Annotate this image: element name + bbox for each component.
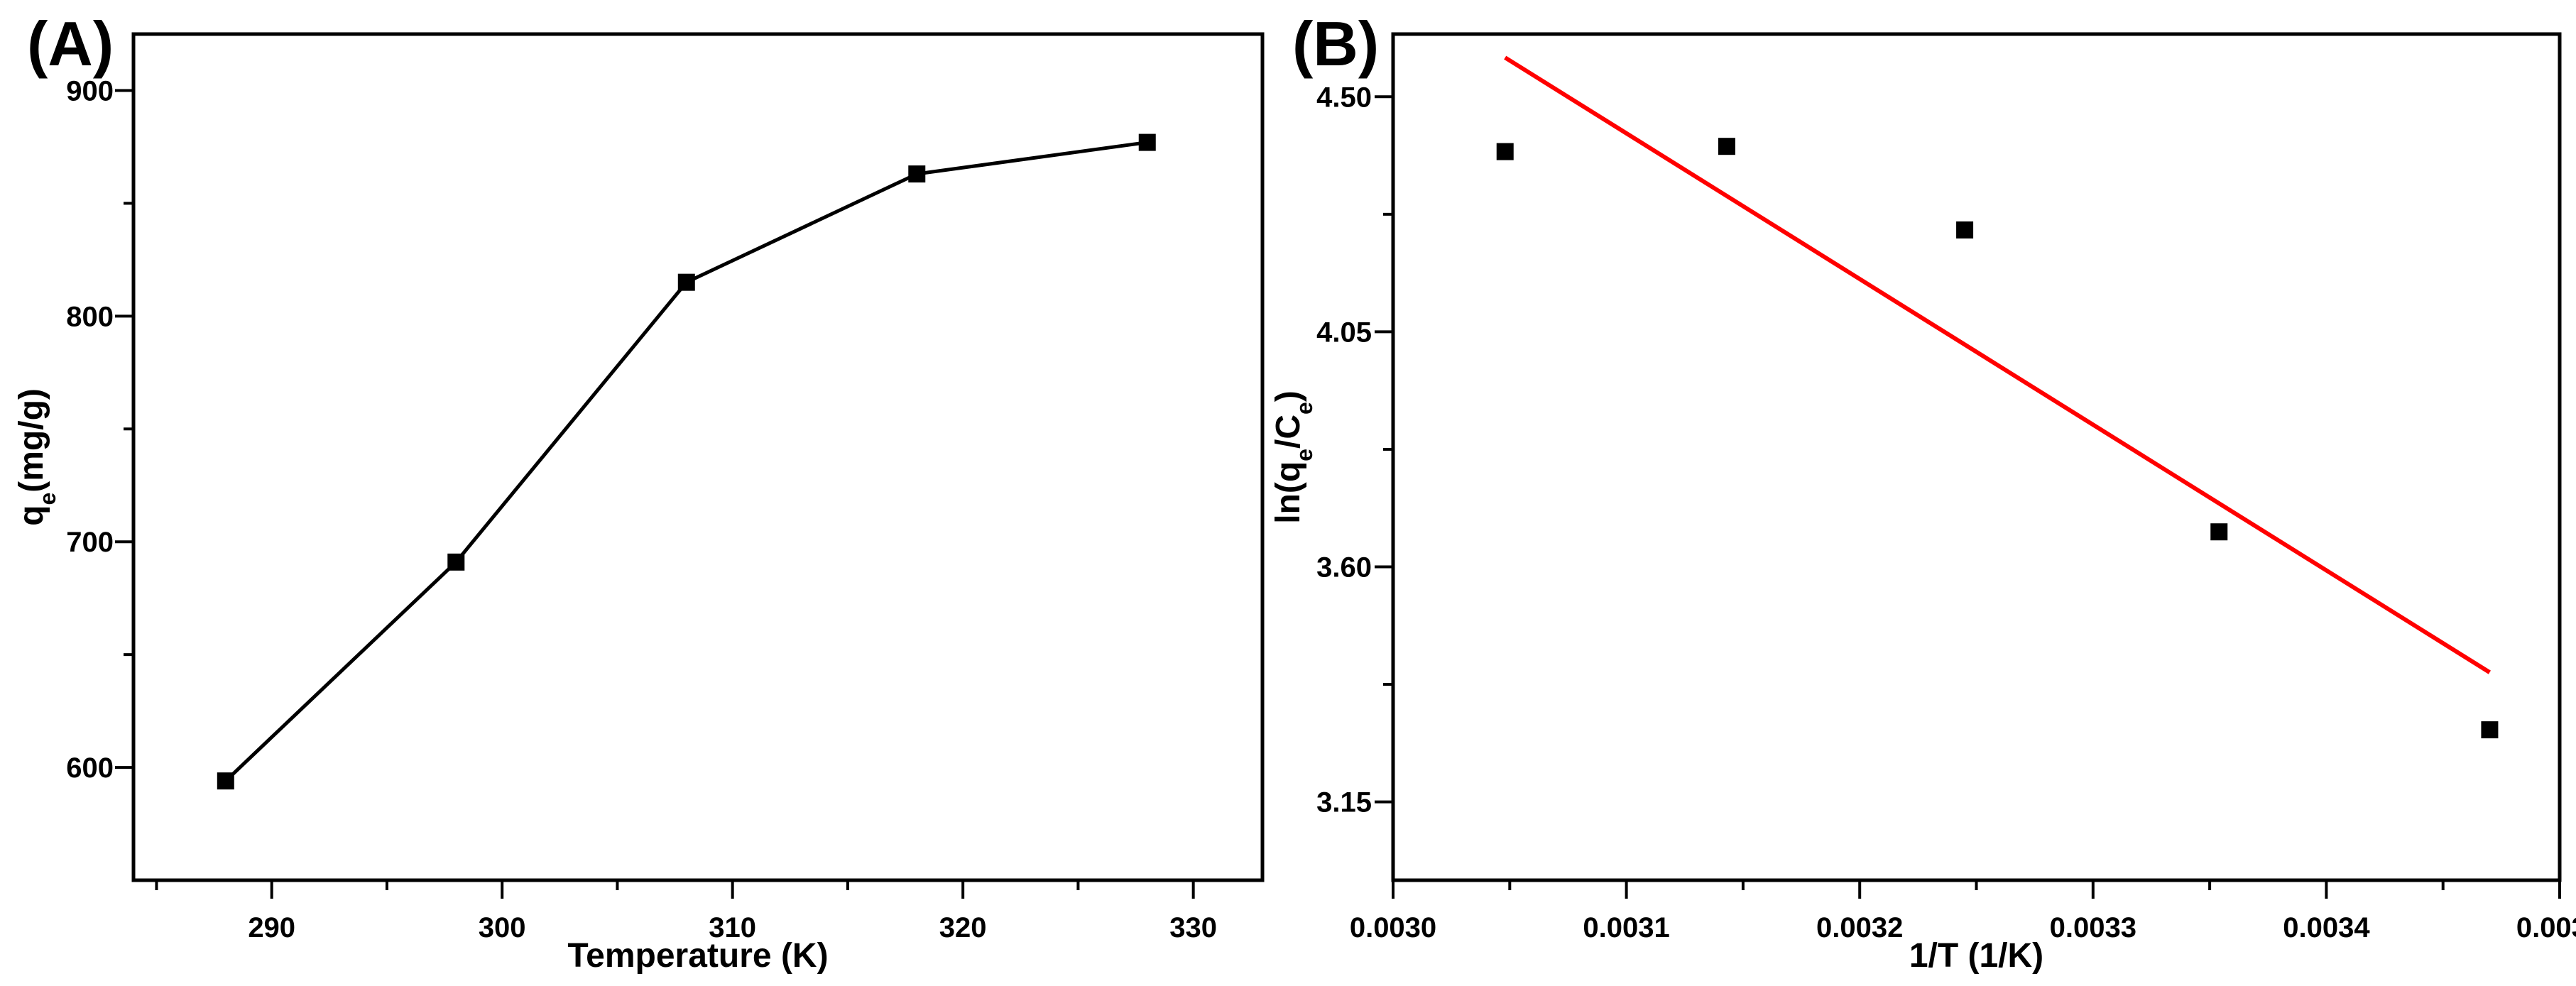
panel-a-data-point <box>1138 133 1156 151</box>
panel-a-data-point <box>908 165 926 183</box>
panel-a-x-tick-label: 310 <box>709 912 756 943</box>
panel-b-data-point <box>1718 138 1735 155</box>
panel-a-y-axis-title: qe(mg/g) <box>13 388 60 526</box>
panel-b-x-axis-title: 1/T (1/K) <box>1909 937 2043 975</box>
panel-a-label: (A) <box>27 9 114 79</box>
panel-b-x-tick-label: 0.0034 <box>2283 912 2370 943</box>
panel-b-fit-line <box>1504 55 2492 674</box>
panel-b-x-tick-label: 0.0033 <box>2050 912 2136 943</box>
panel-b-x-tick-label: 0.0031 <box>1583 912 1669 943</box>
panel-a-data-point <box>447 553 465 571</box>
panel-a-y-tick-label: 600 <box>66 752 114 784</box>
panel-a-x-tick-label: 290 <box>248 912 295 943</box>
panel-a-y-tick-label: 800 <box>66 301 114 332</box>
panel-b-y-tick-label: 4.50 <box>1316 82 1372 113</box>
panel-a-y-tick-label: 700 <box>66 527 114 558</box>
panel-a-data-point <box>677 273 695 291</box>
panel-a-x-tick-label: 330 <box>1169 912 1217 943</box>
panel-b-y-tick-label: 4.05 <box>1316 317 1372 348</box>
chart-panel-a: (A) 290 300 310 320 330 600 700 800 900 Temperatur… <box>13 9 1265 975</box>
panel-b-x-tick-label: 0.0032 <box>1816 912 1903 943</box>
panel-b-label: (B) <box>1292 9 1379 79</box>
panel-b-data-point <box>1956 221 1974 239</box>
chart-panel-b: (B) 0.0030 0.0031 0.0032 0.0033 0.0034 0.0035 3… <box>1270 9 2576 975</box>
panel-b-frame <box>1391 32 2562 882</box>
panel-a-data-point <box>217 772 234 790</box>
panel-a-frame <box>131 32 1265 882</box>
panel-b-x-tick-label: 0.0035 <box>2516 912 2576 943</box>
panel-b-y-axis-title: ln(qe/Ce) <box>1270 390 1317 524</box>
panel-b-x-tick-label: 0.0030 <box>1350 912 1436 943</box>
panel-a-x-axis-title: Temperature (K) <box>567 937 828 975</box>
panel-b-data-point <box>2210 523 2228 541</box>
panel-b-data-point <box>2481 721 2499 739</box>
panel-b-y-tick-label: 3.15 <box>1316 787 1372 818</box>
panel-b-y-tick-label: 3.60 <box>1316 552 1372 584</box>
panel-a-y-tick-label: 900 <box>66 75 114 106</box>
panel-a-x-tick-label: 320 <box>939 912 987 943</box>
panel-b-data-point <box>1496 143 1514 160</box>
panel-a-series-line <box>224 141 1148 782</box>
panel-a-x-tick-label: 300 <box>479 912 526 943</box>
